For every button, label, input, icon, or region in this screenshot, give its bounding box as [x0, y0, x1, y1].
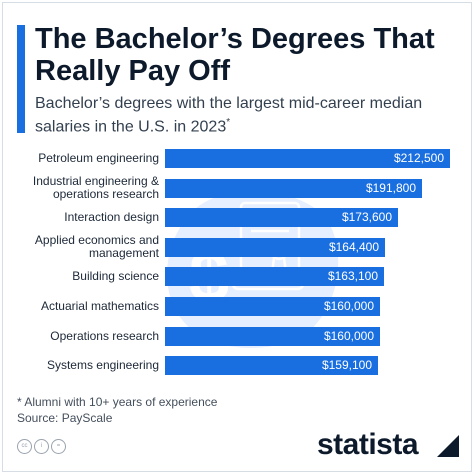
bar[interactable]: [165, 237, 385, 257]
statista-logo[interactable]: statista: [317, 428, 419, 461]
subtitle-footnote-marker: *: [226, 117, 231, 128]
data-label: $159,100: [321, 358, 372, 373]
by-icon: i: [34, 439, 49, 454]
category-label: Actuarial mathematics: [40, 299, 159, 313]
category-label: Building science: [72, 269, 159, 284]
data-label: $160,000: [323, 328, 374, 343]
bar[interactable]: [165, 356, 378, 376]
bar[interactable]: [165, 267, 384, 287]
bar[interactable]: [165, 326, 380, 346]
accent-bar: [17, 25, 25, 133]
category-label: Interaction design: [64, 210, 159, 225]
footnote: * Alumni with 10+ years of experience: [17, 395, 218, 409]
data-label: $163,100: [327, 269, 378, 284]
data-label: $164,400: [328, 239, 379, 254]
chart-subtitle: Bachelor’s degrees with the largest mid-…: [35, 94, 455, 136]
category-label: Petroleum engineering: [38, 151, 159, 165]
bar[interactable]: [165, 297, 380, 316]
bar[interactable]: [165, 178, 422, 198]
data-label: $191,800: [365, 180, 416, 195]
category-label: Systems engineering: [46, 358, 159, 373]
bar[interactable]: [165, 208, 398, 228]
subtitle-text: Bachelor’s degrees with the largest mid-…: [35, 95, 423, 136]
category-label: Operations research: [50, 328, 159, 343]
cc-icon: cc: [17, 439, 32, 454]
data-label: $173,600: [341, 210, 392, 225]
data-label: $160,000: [323, 299, 374, 313]
category-label: Industrial engineering & operations rese…: [32, 174, 159, 202]
category-label: Applied economics and management: [34, 233, 159, 261]
chart-title: The Bachelor’s Degrees That Really Pay O…: [35, 23, 435, 87]
statista-logo-mark: [437, 435, 459, 457]
nd-icon: =: [51, 439, 66, 454]
diploma-with-dollar-icon: $: [166, 191, 339, 348]
bar[interactable]: [165, 149, 450, 168]
license-icons[interactable]: cc i =: [17, 439, 66, 454]
source-link[interactable]: Source: PayScale: [17, 411, 113, 425]
data-label: $212,500: [393, 151, 444, 165]
